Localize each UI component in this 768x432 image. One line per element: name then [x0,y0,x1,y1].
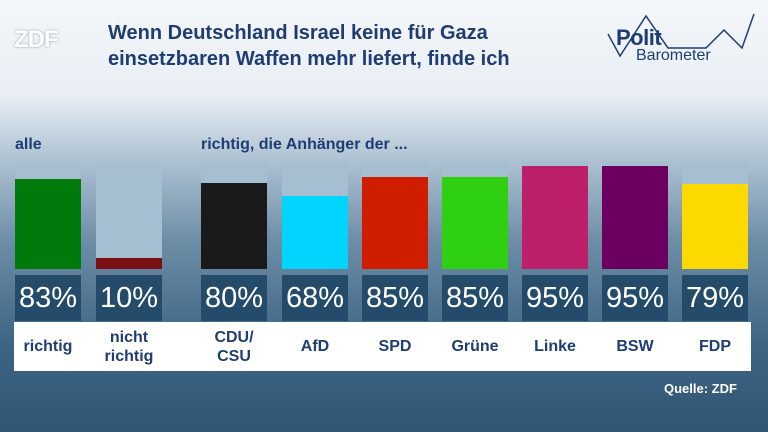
category-label: Grüne [451,338,499,355]
bar-background [602,161,668,269]
value-label: 10% [96,275,162,321]
bar-4 [362,177,428,269]
bar-5 [442,177,508,269]
bar-6 [522,166,588,269]
brand-word-barometer: Barometer [636,47,711,64]
value-label: 83% [15,275,81,321]
category-label: Linke [534,338,576,355]
politbarometer-logo: Polit Barometer [606,10,756,72]
brand-word-polit: Polit [616,25,662,50]
bar-background [15,161,81,269]
bar-background [522,161,588,269]
category-label: AfD [300,338,330,355]
value-label: 68% [282,275,348,321]
zdf-logo: ZDF [14,26,59,53]
bar-background [201,161,267,269]
bar-8 [682,184,748,269]
bar-background [96,161,162,269]
bar-background [682,161,748,269]
bar-2 [201,183,267,269]
bar-3 [282,196,348,269]
bar-background [282,161,348,269]
value-label: 95% [602,275,668,321]
section-label-all: alle [15,136,42,153]
category-label-strip [14,322,751,371]
value-label: 85% [442,275,508,321]
section-label-parties: richtig, die Anhänger der ... [201,136,408,153]
politbarometer-zigzag-icon [607,13,755,58]
value-label: 79% [682,275,748,321]
value-label: 85% [362,275,428,321]
bar-7 [602,166,668,269]
category-label: FDP [699,338,731,355]
chart-title: Wenn Deutschland Israel keine für Gaza e… [108,20,568,72]
bar-background [442,161,508,269]
bar-0 [15,179,81,269]
category-label: SPD [378,338,412,355]
source-note: Quelle: ZDF [664,381,737,396]
title-line-2: einsetzbaren Waffen mehr liefert, finde … [108,48,510,70]
value-label: 95% [522,275,588,321]
title-line-1: Wenn Deutschland Israel keine für Gaza [108,22,488,44]
category-label: BSW [616,338,654,355]
bar-background [362,161,428,269]
category-label: richtig [23,338,73,355]
bar-1 [96,258,162,269]
value-label: 80% [201,275,267,321]
category-label: nicht richtig [104,328,154,365]
category-label: CDU/ CSU [214,328,254,365]
